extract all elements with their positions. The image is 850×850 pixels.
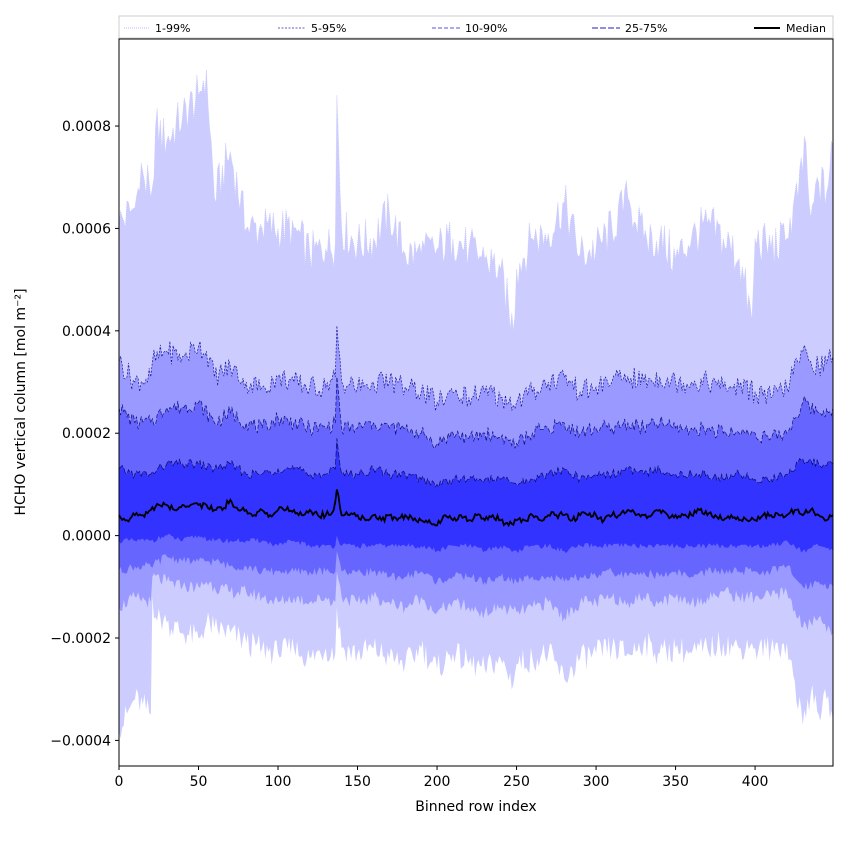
x-tick-label: 0: [115, 774, 124, 790]
y-tick-label: 0.0000: [62, 529, 111, 545]
x-tick-label: 250: [503, 774, 530, 790]
y-tick-label: −0.0004: [50, 733, 111, 749]
x-tick-label: 100: [265, 774, 292, 790]
plot-frame: [118, 38, 834, 767]
x-tick-label: 300: [583, 774, 610, 790]
legend-label: 5-95%: [311, 22, 346, 35]
legend-label: 1-99%: [155, 22, 190, 35]
median-line: [118, 489, 834, 528]
band-5-95%-upper-line: [118, 325, 834, 411]
x-tick-label: 400: [742, 774, 769, 790]
band-10-90%-upper-line: [118, 376, 834, 450]
y-axis-title: HCHO vertical column [mol m⁻²]: [13, 288, 29, 515]
percentile-bands: [118, 69, 834, 739]
band-25-75%-fill: [119, 438, 833, 554]
legend-label: 25-75%: [625, 22, 667, 35]
x-axis-title: Binned row index: [415, 799, 536, 815]
x-tick-label: 50: [190, 774, 208, 790]
legend-label: Median: [786, 22, 826, 35]
y-tick-label: 0.0008: [62, 119, 111, 135]
x-tick-label: 200: [424, 774, 451, 790]
y-tick-label: 0.0006: [62, 221, 111, 237]
legend: 1-99% 5-95% 10-90% 25-75% Median: [118, 15, 834, 39]
x-tick-label: 150: [344, 774, 371, 790]
y-axis-ticks: −0.0004 −0.0002 0.0000 0.0002 0.0004 0.0006 0.…: [50, 119, 119, 749]
median-layer: [118, 489, 834, 528]
legend-label: 10-90%: [465, 22, 507, 35]
legend-frame: [118, 15, 834, 39]
x-axis-ticks: 0 50 100 150 200 250 300 350 400: [115, 766, 769, 790]
y-tick-label: 0.0002: [62, 426, 111, 442]
band-25-75%-upper-line: [118, 438, 834, 489]
x-tick-label: 350: [662, 774, 689, 790]
y-tick-label: −0.0002: [50, 631, 111, 647]
y-tick-label: 0.0004: [62, 324, 111, 340]
